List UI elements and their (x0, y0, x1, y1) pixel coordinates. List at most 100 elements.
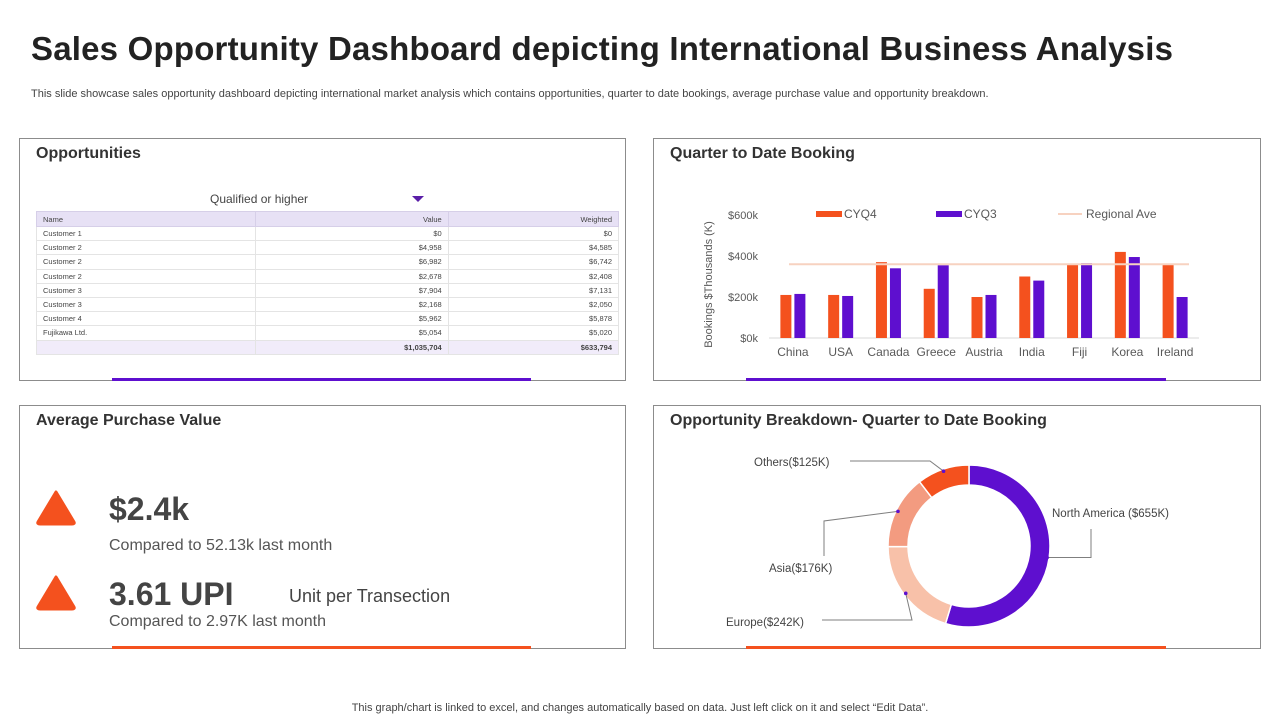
table-row: Customer 2 $4,958 $4,585 (36, 240, 620, 256)
bar-cyq4-austria (971, 297, 983, 338)
x-tick-label: Greece (917, 345, 957, 359)
table-total-row: $1,035,704 $633,794 (36, 340, 620, 355)
leader-dot (941, 469, 946, 474)
warning-triangle-icon (36, 575, 76, 611)
average-purchase-value: $2.4k (109, 491, 190, 527)
bar-cyq4-fiji (1067, 264, 1079, 338)
cell-weighted: $4,585 (447, 240, 620, 256)
cell-name: Customer 2 (36, 254, 256, 270)
cell-name: Customer 2 (36, 240, 256, 256)
leader-line (1047, 529, 1092, 559)
cell-name: Fujikawa Ltd. (36, 325, 256, 341)
panel-accent-bar (746, 646, 1166, 649)
column-header-name: Name (36, 211, 256, 227)
bar-cyq4-china (780, 294, 792, 338)
donut-slice (887, 545, 953, 625)
cell-value: $2,168 (254, 297, 449, 313)
cell-name (36, 340, 256, 355)
legend-label: CYQ4 (844, 207, 877, 221)
cell-name: Customer 4 (36, 311, 256, 327)
cell-weighted: $2,408 (447, 269, 620, 284)
bar-cyq3-usa (842, 295, 854, 338)
bar-cyq4-usa (828, 294, 840, 338)
y-tick-label: $600k (728, 210, 758, 222)
cell-value: $4,958 (254, 240, 449, 256)
x-tick-label: Austria (965, 345, 1003, 359)
opportunity-breakdown-donut-chart[interactable]: North America ($655K) Europe($242K) Asia($… (654, 406, 1260, 648)
opportunities-title: Opportunities (36, 145, 141, 162)
cell-weighted: $0 (447, 226, 620, 242)
x-tick-label: Korea (1111, 345, 1143, 359)
chevron-down-icon[interactable] (412, 196, 424, 202)
x-tick-label: China (777, 345, 809, 359)
cell-value: $5,962 (254, 311, 449, 327)
legend-label: Regional Ave (1086, 207, 1157, 221)
table-row: Fujikawa Ltd. $5,054 $5,020 (36, 325, 620, 341)
cell-name: Customer 3 (36, 297, 256, 313)
upi-value: 3.61 UPI (109, 576, 234, 612)
cell-weighted: $633,794 (447, 340, 620, 355)
x-tick-label: Canada (867, 345, 909, 359)
cell-name: Customer 3 (36, 283, 256, 298)
column-header-weighted: Weighted (447, 211, 620, 227)
bar-cyq4-ireland (1162, 264, 1174, 338)
cell-weighted: $7,131 (447, 283, 620, 298)
quarter-to-date-bar-chart[interactable]: $0k $200k $400k $600k Bookings $Thousands (K… (654, 139, 1260, 380)
y-axis-label: Bookings $Thousands (K) (703, 221, 715, 348)
leader-line (822, 593, 913, 621)
table-row: Customer 4 $5,962 $5,878 (36, 311, 620, 327)
bar-cyq3-china (794, 293, 806, 338)
panel-accent-bar (112, 646, 531, 649)
leader-dot (903, 591, 908, 596)
slice-label: Asia($176K) (769, 563, 832, 575)
slice-label: North America ($655K) (1052, 508, 1169, 520)
warning-triangle-icon (36, 490, 76, 526)
leader-dot (1045, 555, 1049, 560)
x-tick-label: Ireland (1157, 345, 1194, 359)
cell-value: $7,904 (254, 283, 449, 298)
panel-accent-bar (746, 378, 1166, 381)
cell-weighted: $2,050 (447, 297, 620, 313)
bar-cyq3-india (1033, 280, 1045, 338)
column-header-value: Value (254, 211, 449, 227)
cell-value: $0 (254, 226, 449, 242)
leader-line (850, 460, 944, 472)
bar-cyq3-austria (985, 294, 997, 338)
footer-note: This graph/chart is linked to excel, and… (351, 702, 929, 714)
table-row: Customer 2 $6,982 $6,742 (36, 254, 620, 270)
cell-name: Customer 2 (36, 269, 256, 284)
bar-cyq3-canada (889, 268, 901, 338)
legend-swatch (936, 211, 962, 217)
cell-value: $6,982 (254, 254, 449, 270)
donut-slice (918, 464, 970, 499)
table-row: Customer 1 $0 $0 (36, 226, 620, 242)
bar-cyq4-korea (1114, 251, 1126, 338)
upi-comparison: Compared to 2.97K last month (109, 613, 327, 630)
quarter-to-date-title: Quarter to Date Booking (670, 145, 855, 162)
opportunities-panel: Opportunities Qualified or higher Name V… (19, 138, 626, 381)
upi-unit-label: Unit per Transection (289, 586, 451, 606)
page-title: Sales Opportunity Dashboard depicting In… (31, 30, 1174, 67)
leader-line (823, 510, 899, 556)
donut-slice (887, 480, 933, 548)
y-tick-label: $200k (728, 292, 758, 304)
table-row: Customer 2 $2,678 $2,408 (36, 269, 620, 284)
bar-cyq4-greece (923, 288, 935, 338)
bar-cyq4-india (1019, 276, 1031, 338)
cell-value: $5,054 (254, 325, 449, 341)
average-purchase-title: Average Purchase Value (36, 412, 222, 429)
legend-label: CYQ3 (964, 207, 997, 221)
y-tick-label: $0k (740, 333, 758, 345)
bar-cyq3-greece (937, 265, 949, 338)
cell-weighted: $5,878 (447, 311, 620, 327)
cell-weighted: $5,020 (447, 325, 620, 341)
legend-swatch (816, 211, 842, 217)
table-header-row: Name Value Weighted (36, 211, 620, 227)
table-row: Customer 3 $2,168 $2,050 (36, 297, 620, 313)
panel-accent-bar (112, 378, 531, 381)
average-purchase-panel: Average Purchase Value $2.4k Compared to… (19, 405, 626, 649)
bar-cyq3-korea (1128, 257, 1140, 338)
opportunity-breakdown-panel: Opportunity Breakdown- Quarter to Date B… (653, 405, 1261, 649)
x-tick-label: India (1019, 345, 1045, 359)
qualified-filter-dropdown[interactable]: Qualified or higher (210, 192, 309, 206)
